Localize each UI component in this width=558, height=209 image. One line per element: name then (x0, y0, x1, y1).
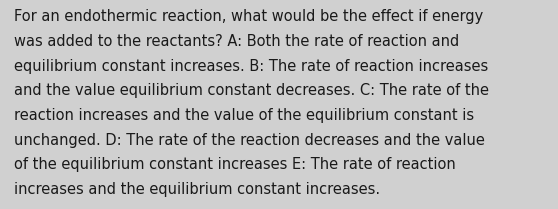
Text: unchanged. D: The rate of the reaction decreases and the value: unchanged. D: The rate of the reaction d… (14, 133, 485, 148)
Text: equilibrium constant increases. B: The rate of reaction increases: equilibrium constant increases. B: The r… (14, 59, 488, 74)
Text: of the equilibrium constant increases E: The rate of reaction: of the equilibrium constant increases E:… (14, 157, 456, 172)
Text: increases and the equilibrium constant increases.: increases and the equilibrium constant i… (14, 182, 380, 197)
Text: was added to the reactants? A: Both the rate of reaction and: was added to the reactants? A: Both the … (14, 34, 459, 49)
Text: and the value equilibrium constant decreases. C: The rate of the: and the value equilibrium constant decre… (14, 83, 489, 98)
Text: For an endothermic reaction, what would be the effect if energy: For an endothermic reaction, what would … (14, 9, 483, 24)
Text: reaction increases and the value of the equilibrium constant is: reaction increases and the value of the … (14, 108, 474, 123)
